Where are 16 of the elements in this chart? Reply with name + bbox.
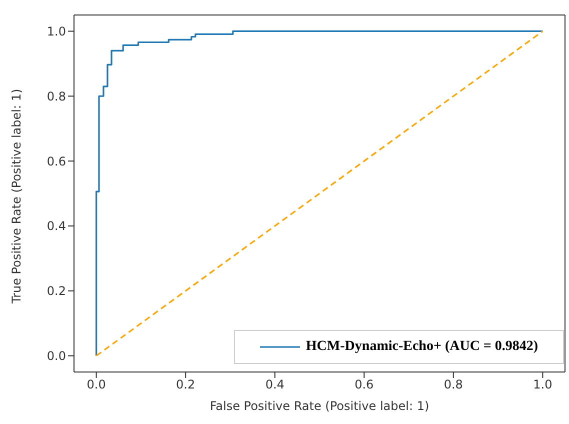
line-series (96, 30, 544, 357)
x-tick-label: 1.0 (533, 378, 552, 392)
y-tick-label: 0.6 (46, 154, 66, 168)
y-tick-label: 0.4 (46, 219, 66, 234)
y-tick-label: 0.0 (46, 349, 66, 364)
y-tick-label: 0.2 (46, 284, 66, 298)
x-tick-label: 0.8 (444, 378, 463, 392)
y-tick-label: 0.8 (46, 89, 66, 104)
x-axis-title: False Positive Rate (Positive label: 1) (210, 399, 430, 413)
y-axis-title: True Positive Rate (Positive label: 1) (9, 88, 24, 304)
x-tick-label: 0.2 (176, 378, 196, 392)
x-tick-label: 0.4 (265, 378, 284, 392)
x-tick-label: 0.6 (354, 378, 374, 392)
legend-label: HCM-Dynamic-Echo+ (AUC = 0.9842) (306, 339, 538, 355)
y-tick-label: 1.0 (46, 24, 66, 38)
x-tick-label: 0.0 (86, 378, 106, 392)
